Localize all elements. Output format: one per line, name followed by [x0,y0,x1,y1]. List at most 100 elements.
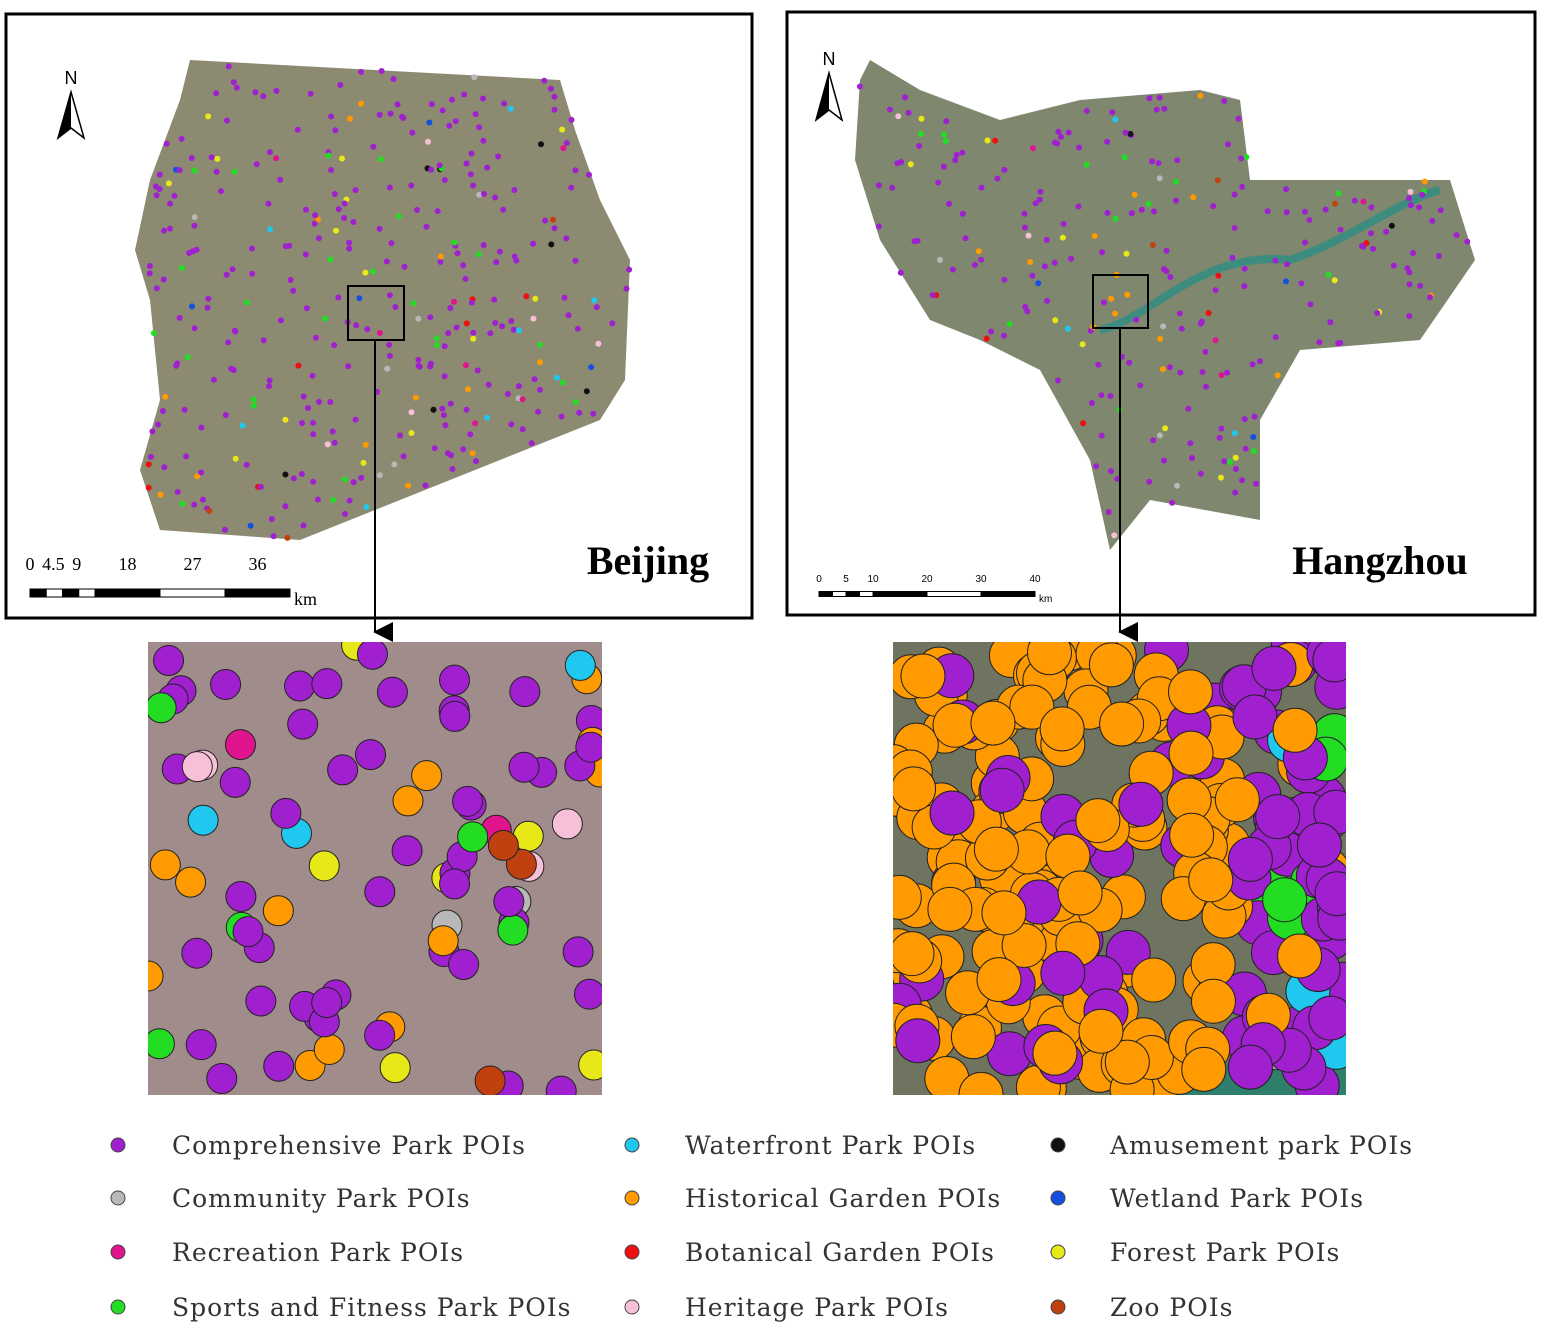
poi-dot [572,257,579,264]
poi-dot [409,129,416,136]
poi-dot [487,330,494,337]
poi-dot [307,90,314,97]
poi-dot [492,319,499,326]
poi-dot [155,421,161,428]
poi-dot [480,137,487,144]
poi-dot [356,642,388,670]
poi-dot [1283,278,1289,285]
poi-dot [1001,276,1008,283]
poi-dot [243,299,250,306]
poi-dot [322,315,328,322]
poi-dot [1065,129,1072,136]
poi-dot [426,119,433,126]
poi-dot [387,110,394,117]
poi-dot [1307,301,1314,308]
poi-dot [952,157,959,164]
poi-dot [305,405,312,411]
poi-dot [1351,197,1358,204]
poi-dot [1064,325,1071,332]
poi-dot [352,416,359,423]
poi-dot [328,167,335,173]
poi-dot [893,874,922,920]
poi-dot [551,93,558,100]
poi-dot [484,414,490,421]
poi-dot [976,957,1022,1003]
poi-dot [1181,1046,1227,1092]
poi-dot [253,161,260,168]
poi-dot [1227,459,1234,465]
poi-dot [914,237,921,244]
poi-dot [311,987,343,1019]
poi-dot [451,239,458,246]
poi-dot [184,354,191,361]
poi-dot [1001,922,1047,968]
poi-dot [364,1019,396,1051]
poi-dot [1383,228,1390,235]
poi-dot [565,312,572,319]
poi-dot [1188,857,1234,903]
poi-dot [392,785,424,817]
poi-dot [148,1028,175,1060]
poi-dot [468,299,475,306]
poi-dot [1264,208,1271,215]
poi-dot [230,79,237,86]
poi-dot [330,497,337,503]
poi-dot [287,708,319,740]
poi-dot [376,330,383,336]
poi-dot [356,295,363,302]
poi-dot [181,751,213,783]
poi-dot [441,373,448,380]
poi-dot [470,329,477,336]
poi-dot [204,304,211,311]
poi-dot [1277,933,1323,979]
poi-dot [391,461,398,468]
poi-dot [173,362,180,369]
poi-dot [390,76,397,82]
scale-bar [45,588,63,598]
poi-dot [1421,178,1428,185]
poi-dot [298,471,305,477]
poi-dot [245,985,277,1017]
scale-bar [845,591,860,597]
city-name: Beijing [587,538,709,583]
poi-dot [1076,144,1082,151]
poi-dot [410,300,417,307]
poi-dot [442,422,449,429]
poi-dot [341,476,348,483]
poi-dot [427,314,434,321]
scale-label: 0 [816,574,822,585]
poi-dot [345,363,352,370]
poi-dot [157,491,164,498]
poi-dot [1231,191,1238,198]
poi-dot [1111,532,1118,539]
poi-dot [1024,308,1031,315]
poi-dot [257,483,264,490]
poi-dot [1272,257,1279,264]
poi-dot [179,500,186,507]
poi-dot [470,335,477,342]
scale-bar [832,591,847,597]
poi-dot [560,145,567,152]
poi-dot [1108,295,1115,302]
city-name: Hangzhou [1292,538,1468,583]
legend-label: Botanical Garden POIs [685,1238,995,1267]
poi-dot [282,503,289,510]
poi-dot [327,399,334,405]
poi-dot [1104,1039,1150,1085]
legend-marker [624,1190,640,1206]
poi-dot [1000,332,1007,339]
scale-label: 30 [975,574,987,585]
poi-dot [205,295,212,302]
poi-dot [383,258,390,265]
poi-dot [1250,434,1257,440]
poi-dot [415,356,422,363]
poi-dot [1232,466,1239,472]
poi-dot [1214,777,1260,823]
poi-dot [148,960,164,992]
poi-dot [452,118,459,125]
legend-label: Waterfront Park POIs [685,1131,976,1160]
poi-dot [531,376,538,383]
poi-dot [333,227,339,234]
poi-dot [175,866,207,898]
poi-dot [1427,294,1433,301]
